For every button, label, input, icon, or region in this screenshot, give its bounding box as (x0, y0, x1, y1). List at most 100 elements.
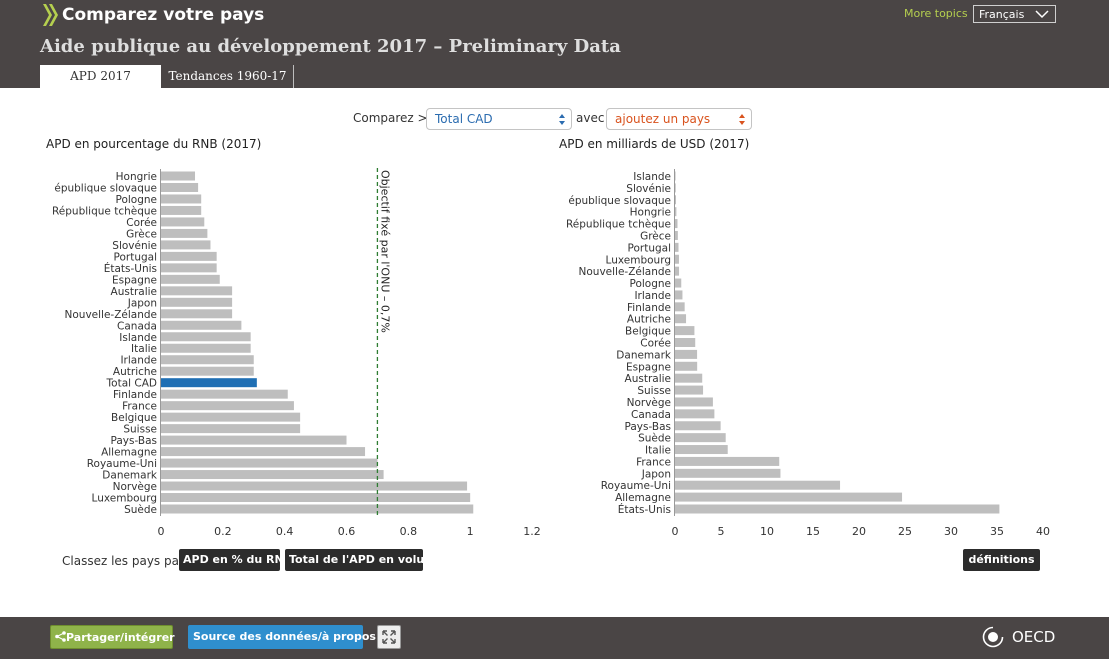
bar (675, 207, 677, 217)
category-label: Australie (625, 373, 671, 385)
category-label: épublique slovaque (568, 195, 671, 207)
category-label: France (122, 401, 157, 413)
chart-title-volume: APD en milliards de USD (2017) (559, 137, 750, 151)
country-select[interactable]: Total CAD (426, 108, 572, 130)
x-tick-label: 35 (990, 525, 1004, 538)
bar (675, 492, 903, 502)
bar (675, 421, 721, 431)
bar (675, 409, 715, 419)
category-label: République tchèque (566, 219, 671, 231)
bar (675, 302, 685, 312)
category-label: Royaume-Uni (601, 480, 671, 492)
footer-bar: Partager/intégrer Source des données/à p… (0, 617, 1109, 659)
add-country-select[interactable]: ajoutez un pays (606, 108, 752, 130)
brand-title[interactable]: Comparez votre pays (62, 5, 265, 25)
rank-label: Classez les pays par (62, 554, 184, 568)
bar (161, 182, 199, 192)
category-label: Royaume-Uni (87, 458, 157, 470)
category-label: Pologne (115, 194, 157, 206)
category-label: Pologne (629, 278, 671, 290)
bar (161, 263, 217, 273)
category-label: Corée (640, 338, 671, 350)
category-label: Allemagne (615, 492, 671, 504)
category-label: États-Unis (104, 262, 157, 275)
add-country-select-value: ajoutez un pays (615, 112, 711, 126)
category-label: Italie (131, 343, 157, 355)
bar (675, 504, 1000, 514)
reference-line-label: Objectif fixé par l'ONU – 0,7% (378, 170, 391, 333)
chart-title-gni: APD en pourcentage du RNB (2017) (46, 137, 262, 151)
bar (161, 171, 196, 181)
category-label: Finlande (627, 302, 671, 314)
bar (161, 251, 217, 261)
category-label: Slovénie (112, 240, 157, 252)
bar (161, 435, 347, 445)
category-label: Danemark (102, 470, 158, 482)
bar (675, 219, 678, 229)
bar (161, 309, 233, 319)
bar (675, 242, 679, 252)
bar (161, 240, 211, 250)
x-tick-label: 30 (944, 525, 958, 538)
bar (675, 480, 841, 490)
x-tick-label: 15 (806, 525, 820, 538)
category-label: États-Unis (618, 503, 671, 516)
category-label: Nouvelle-Zélande (65, 309, 157, 321)
category-label: Japon (127, 297, 157, 309)
bar (675, 278, 682, 288)
category-label: Irlande (634, 290, 671, 302)
category-label: Autriche (627, 314, 671, 326)
header-bar: Comparez votre pays More topics Français… (0, 0, 1109, 88)
country-select-value: Total CAD (435, 112, 493, 126)
tab-tendances[interactable]: Tendances 1960-17 (162, 65, 294, 88)
x-tick-label: 25 (898, 525, 912, 538)
select-arrows-icon (559, 114, 565, 125)
bar (161, 412, 301, 422)
data-source-button[interactable]: Source des données/à propos (188, 625, 376, 649)
category-label: Luxembourg (606, 254, 671, 266)
sort-gni-button[interactable]: APD en % du RNB (179, 549, 292, 571)
category-label: Canada (631, 409, 671, 421)
category-label: République tchèque (52, 205, 157, 217)
bar (675, 385, 704, 395)
compare-label: Comparez > (353, 111, 428, 125)
bar (675, 171, 676, 181)
tab-apd-2017[interactable]: APD 2017 (40, 65, 161, 88)
bar (161, 343, 251, 353)
category-label: Allemagne (101, 447, 157, 459)
category-label: Total CAD (106, 378, 157, 390)
category-label: Belgique (625, 326, 671, 338)
category-label: Slovénie (626, 183, 671, 195)
bar (161, 481, 468, 491)
sort-volume-button[interactable]: Total de l'APD en volume (285, 549, 443, 571)
x-tick-label: 5 (718, 525, 725, 538)
language-select[interactable]: Français (973, 5, 1056, 23)
bar (675, 290, 683, 300)
category-label: Hongrie (116, 171, 157, 183)
fullscreen-button[interactable] (377, 625, 401, 649)
category-label: Belgique (111, 412, 157, 424)
share-button[interactable]: Partager/intégrer (50, 625, 175, 649)
category-label: Finlande (113, 389, 157, 401)
bar (161, 194, 202, 204)
bar (161, 332, 251, 342)
category-label: Portugal (628, 242, 672, 254)
category-label: Italie (645, 445, 671, 457)
category-label: Pays-Bas (110, 435, 157, 447)
category-label: Islande (633, 171, 671, 183)
bar (675, 468, 781, 478)
x-tick-label: 1.2 (523, 525, 541, 538)
bar (675, 456, 780, 466)
category-label: Hongrie (630, 207, 671, 219)
bar (161, 504, 474, 514)
category-label: Islande (119, 332, 157, 344)
definitions-button[interactable]: définitions (963, 549, 1040, 571)
category-label: Irlande (120, 355, 157, 367)
more-topics-link[interactable]: More topics (904, 7, 968, 20)
bar (161, 458, 378, 468)
bar (675, 326, 695, 336)
category-label: Nouvelle-Zélande (579, 266, 671, 278)
category-label: Pays-Bas (624, 421, 671, 433)
